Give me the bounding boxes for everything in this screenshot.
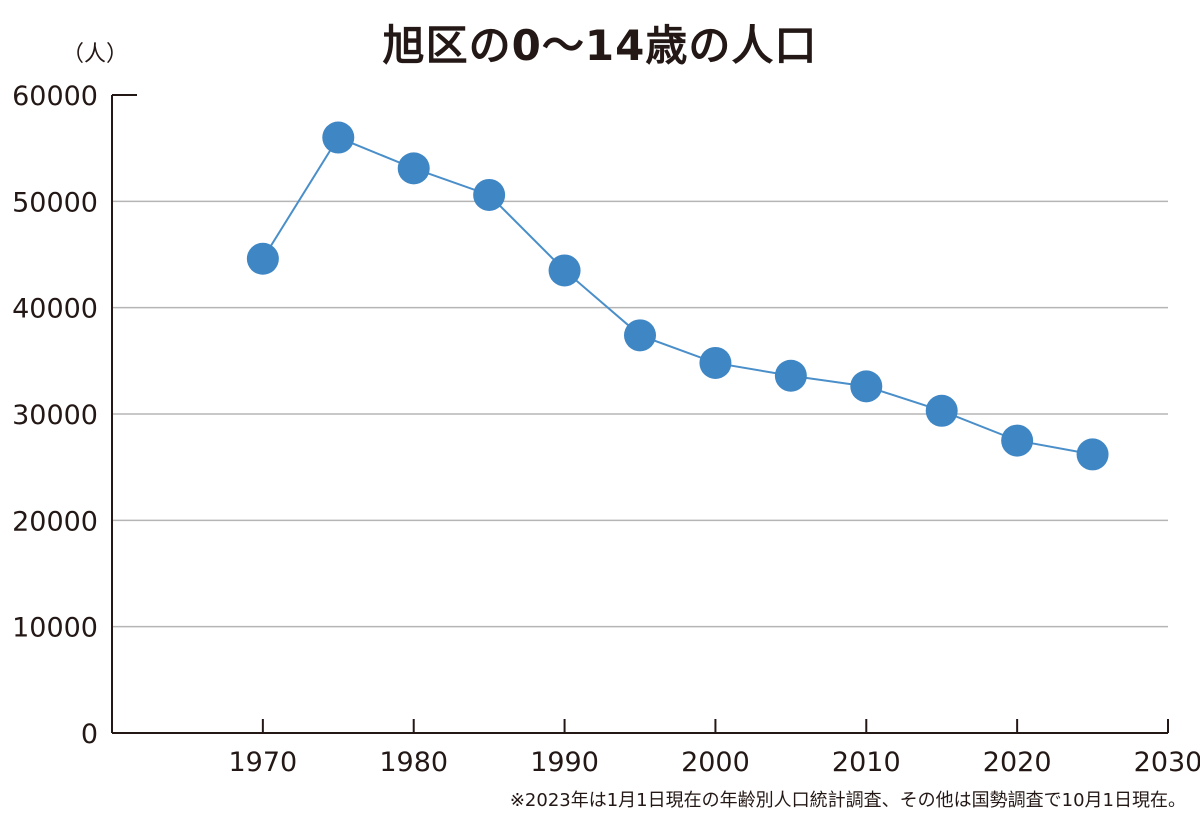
y-tick-label: 20000 xyxy=(12,506,98,537)
data-point-2025 xyxy=(1076,438,1109,471)
data-point-2005 xyxy=(774,359,807,392)
y-tick-label: 10000 xyxy=(12,613,98,644)
y-axis-unit-label: （人） xyxy=(62,42,129,67)
x-tick-label: 2020 xyxy=(983,747,1052,778)
y-tick-label: 40000 xyxy=(12,294,98,325)
y-tick-label: 0 xyxy=(81,719,98,750)
footnote: ※2023年は1月1日現在の年齢別人口統計調査、その他は国勢調査で10月1日現在… xyxy=(509,790,1186,811)
x-tick-label: 2030 xyxy=(1134,747,1200,778)
chart-title: 旭区の0〜14歳の人口 xyxy=(382,21,818,70)
data-point-1995 xyxy=(624,319,656,352)
data-point-2015 xyxy=(925,394,958,427)
y-tick-label: 50000 xyxy=(12,187,98,218)
x-tick-label: 1980 xyxy=(379,747,448,778)
series-line xyxy=(262,136,1093,456)
data-point-1975 xyxy=(322,121,355,154)
data-point-2000 xyxy=(699,346,732,379)
x-tick-label: 2010 xyxy=(832,747,901,778)
y-tick-label: 30000 xyxy=(12,400,98,431)
data-point-2010 xyxy=(850,370,883,403)
data-point-1970 xyxy=(246,242,279,275)
data-point-1985 xyxy=(473,178,506,211)
y-tick-label: 60000 xyxy=(12,81,98,112)
x-tick-label: 1990 xyxy=(530,747,599,778)
data-point-1990 xyxy=(548,254,581,287)
x-tick-label: 1970 xyxy=(228,747,297,778)
data-point-1980 xyxy=(397,152,430,185)
x-tick-label: 2000 xyxy=(681,747,750,778)
data-point-2020 xyxy=(1001,424,1034,457)
